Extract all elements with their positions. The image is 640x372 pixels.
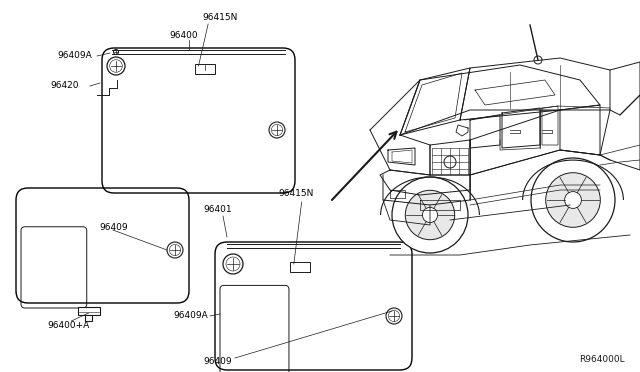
Circle shape: [392, 177, 468, 253]
Text: R964000L: R964000L: [579, 355, 625, 364]
Circle shape: [564, 192, 581, 208]
Circle shape: [546, 173, 600, 227]
Circle shape: [167, 242, 183, 258]
Circle shape: [113, 49, 118, 55]
Text: 96400+A: 96400+A: [47, 321, 90, 330]
Text: 96409: 96409: [99, 222, 127, 231]
Circle shape: [444, 156, 456, 168]
Text: 96420: 96420: [50, 81, 79, 90]
Circle shape: [534, 56, 542, 64]
Text: 96409A: 96409A: [57, 51, 92, 61]
Bar: [85, 315, 92, 321]
Circle shape: [422, 208, 438, 222]
Text: 96409: 96409: [203, 356, 232, 366]
Bar: [77, 307, 100, 315]
Text: 96401: 96401: [203, 205, 232, 215]
Circle shape: [531, 158, 615, 242]
Circle shape: [269, 122, 285, 138]
Circle shape: [405, 190, 454, 240]
Circle shape: [223, 254, 243, 274]
Circle shape: [107, 57, 125, 75]
Text: 96400: 96400: [170, 32, 198, 41]
Text: 96409A: 96409A: [173, 311, 208, 321]
Bar: [195, 64, 214, 74]
Text: 96415N: 96415N: [202, 13, 237, 22]
Bar: [290, 262, 310, 272]
Circle shape: [386, 308, 402, 324]
Text: 96415N: 96415N: [278, 189, 314, 199]
